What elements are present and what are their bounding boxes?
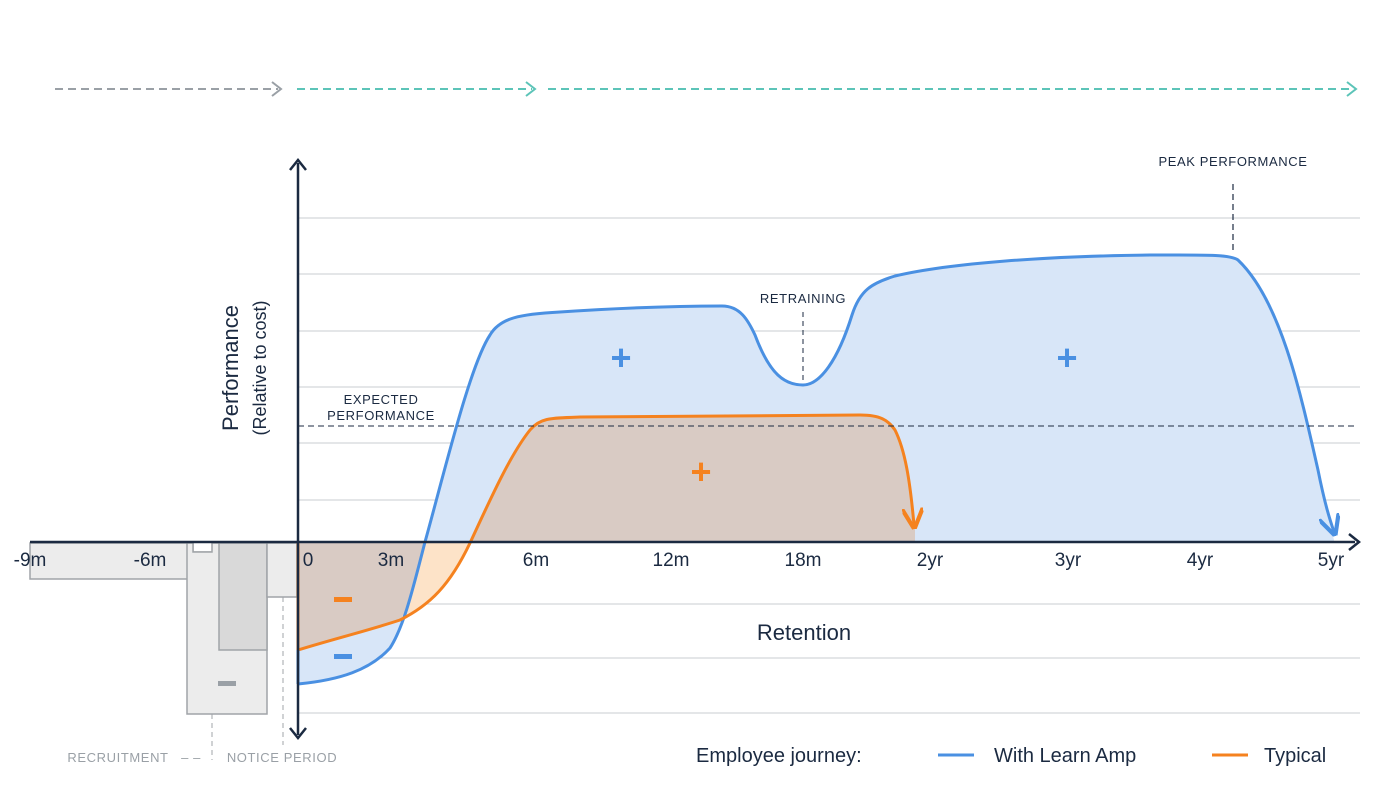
expected-performance-label-line1: EXPECTED xyxy=(344,392,419,407)
x-tick-label: 3m xyxy=(378,550,404,571)
x-tick-label: 6m xyxy=(523,550,549,571)
x-tick-label: 5yr xyxy=(1318,550,1345,571)
notice-period-label: NOTICE PERIOD xyxy=(227,750,337,765)
y-axis-title: Performance xyxy=(218,305,243,431)
pre-hire-loss-sign xyxy=(218,681,236,686)
learn-amp-gain-sign: + xyxy=(1056,337,1077,378)
x-tick-label: 18m xyxy=(785,550,822,571)
x-tick-label: 3yr xyxy=(1055,550,1082,571)
recruitment-label: RECRUITMENT xyxy=(67,750,168,765)
x-tick-labels: -9m -6m 0 3m 6m 12m 18m 2yr 3yr 4yr 5yr xyxy=(14,550,1345,571)
axes xyxy=(30,157,1362,741)
journey-arrows xyxy=(55,81,1358,97)
peak-performance-label: PEAK PERFORMANCE xyxy=(1158,154,1307,169)
x-tick-label: 0 xyxy=(303,550,314,571)
typical-gain-sign: + xyxy=(690,451,711,492)
legend: Employee journey: With Learn Amp Typical xyxy=(696,745,1326,767)
expected-performance-label-line2: PERFORMANCE xyxy=(327,408,435,423)
typical-loss-sign xyxy=(334,597,352,602)
recruitment-cost-block xyxy=(29,542,213,580)
x-axis-arrowhead xyxy=(1348,533,1362,551)
notice-period-block xyxy=(218,542,268,651)
handover-block xyxy=(266,542,298,598)
x-tick-label: 12m xyxy=(653,550,690,571)
legend-entry-typical: Typical xyxy=(1264,745,1326,767)
recruitment-arrow-head xyxy=(271,81,283,97)
learn-amp-loss-sign xyxy=(334,654,352,659)
y-axis-arrowhead-up xyxy=(289,157,307,171)
tenure-arrow-head xyxy=(1346,81,1358,97)
learn-amp-gain-sign: + xyxy=(610,337,631,378)
x-tick-label: 2yr xyxy=(917,550,944,571)
series-typical-area xyxy=(298,415,915,650)
y-axis-subtitle: (Relative to cost) xyxy=(250,300,270,435)
legend-entry-learn-amp: With Learn Amp xyxy=(994,745,1136,767)
x-tick-label: 4yr xyxy=(1187,550,1214,571)
series-learn-amp-line xyxy=(297,253,1334,686)
x-axis-title: Retention xyxy=(757,620,851,645)
recruitment-dash-connector: – – xyxy=(181,750,201,765)
legend-title: Employee journey: xyxy=(696,745,862,767)
series-typical-line xyxy=(297,413,914,652)
retraining-label: RETRAINING xyxy=(760,291,846,306)
pre-hire-cost-blocks xyxy=(29,542,298,760)
y-axis-arrowhead-down xyxy=(289,727,307,741)
onboarding-arrow-head xyxy=(525,81,537,97)
x-tick-label: -6m xyxy=(134,550,167,571)
typical-deficit-wedge xyxy=(400,543,470,620)
x-tick-label: -9m xyxy=(14,550,47,571)
